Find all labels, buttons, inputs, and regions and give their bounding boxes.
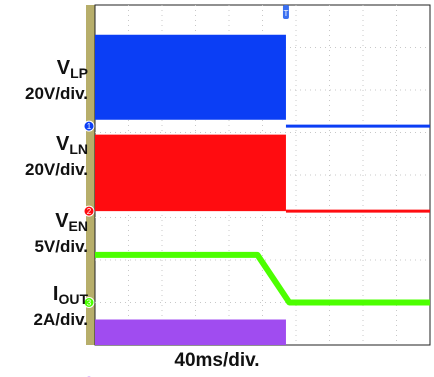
channel-markers: 1234T <box>83 5 289 377</box>
ch4-subscript: OUT <box>58 291 88 307</box>
ch1-name: V <box>56 57 71 79</box>
ch1-label: VLP 20V/div. <box>25 57 88 104</box>
ch3-marker-id: 3 <box>87 299 92 308</box>
ch2-scale: 20V/div. <box>25 160 88 179</box>
ch4-label: IOUT 2A/div. <box>34 283 88 330</box>
trigger-marker <box>282 5 289 19</box>
ch1-marker <box>83 120 95 132</box>
ch4-name: I <box>52 283 59 305</box>
ch2-subscript: LN <box>69 141 88 157</box>
ch1-scale: 20V/div. <box>25 84 88 103</box>
ch2-label: VLN 20V/div. <box>25 133 88 180</box>
timebase-label: 40ms/div. <box>174 350 260 371</box>
ch3-subscript: EN <box>68 218 88 234</box>
ch4-high-band <box>95 319 286 345</box>
ch3-trace <box>95 251 430 306</box>
ch2-marker-id: 2 <box>87 207 92 216</box>
left-bezel-strip <box>86 5 95 345</box>
ch2-marker <box>83 205 95 217</box>
ch1-high-band <box>95 34 286 120</box>
ch1-subscript: LP <box>70 65 88 81</box>
trigger-marker-label: T <box>284 9 289 18</box>
ch2-high-band <box>95 134 286 212</box>
ch2-name: V <box>55 133 70 155</box>
ch4-scale: 2A/div. <box>33 310 88 329</box>
ch3-label: VEN 5V/div. <box>34 210 88 257</box>
ch3-scale: 5V/div. <box>34 237 88 256</box>
waveform-traces <box>95 34 430 345</box>
ch3-name: V <box>55 210 69 232</box>
ch1-marker-id: 1 <box>87 122 92 131</box>
ch3-marker <box>83 297 95 308</box>
